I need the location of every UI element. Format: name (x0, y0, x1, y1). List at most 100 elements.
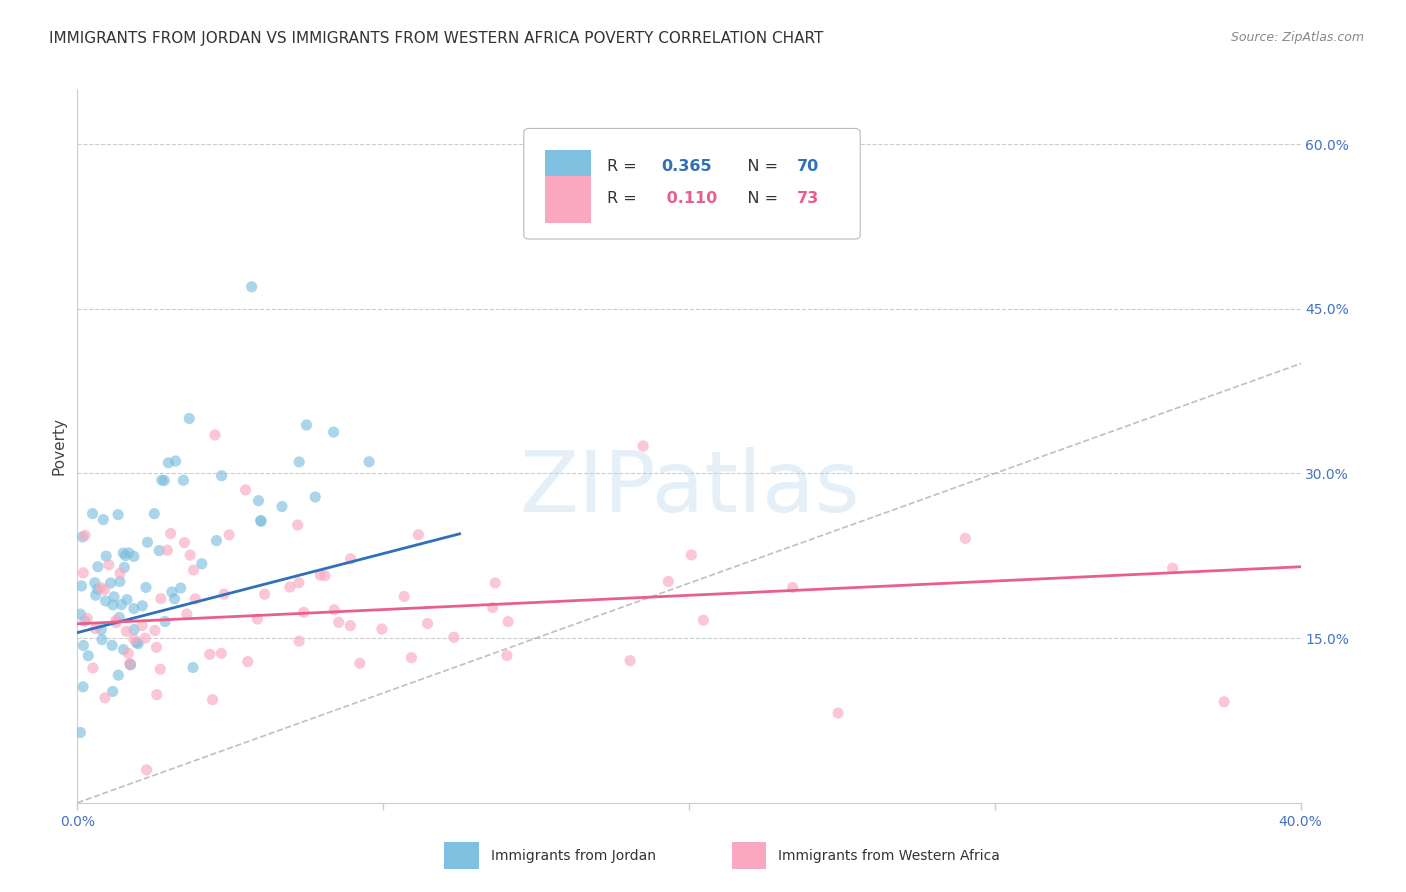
Point (134, 631, 156, 645)
Text: Immigrants from Jordan: Immigrants from Jordan (491, 848, 655, 863)
Point (72, 639, 94, 653)
Point (136, 535, 159, 549)
Point (143, 624, 166, 638)
Point (619, 654, 641, 668)
Point (249, 514, 271, 528)
Point (91, 632, 114, 647)
Point (135, 580, 157, 594)
FancyBboxPatch shape (544, 150, 591, 196)
Point (827, 706, 849, 720)
Point (179, 548, 201, 562)
Point (371, 622, 394, 636)
Point (304, 490, 326, 504)
Point (408, 528, 430, 542)
Text: Immigrants from Western Africa: Immigrants from Western Africa (779, 848, 1000, 863)
Point (84, 588, 107, 602)
Point (72, 530, 94, 544)
Point (122, 601, 145, 615)
Point (110, 598, 132, 612)
Text: ZIPatlas: ZIPatlas (519, 447, 859, 531)
Point (90, 623, 112, 637)
Point (1161, 561, 1184, 575)
Point (169, 581, 191, 595)
Point (108, 574, 131, 589)
Point (101, 684, 124, 698)
Point (131, 618, 153, 632)
Point (339, 552, 361, 566)
Point (122, 632, 145, 646)
Point (120, 657, 142, 672)
Point (108, 610, 131, 624)
Point (173, 535, 195, 549)
Point (250, 514, 273, 528)
Point (181, 660, 204, 674)
Point (235, 483, 257, 497)
Point (631, 439, 654, 453)
FancyBboxPatch shape (544, 177, 591, 223)
Point (70, 579, 93, 593)
Point (205, 533, 228, 548)
Point (72, 566, 94, 580)
Point (657, 574, 679, 589)
Point (91, 512, 114, 526)
Text: Source: ZipAtlas.com: Source: ZipAtlas.com (1230, 31, 1364, 45)
Point (149, 591, 172, 606)
Point (115, 592, 138, 607)
Point (288, 455, 311, 469)
Point (179, 411, 201, 425)
Text: 0.365: 0.365 (661, 159, 711, 174)
Point (97, 558, 120, 572)
Point (246, 612, 269, 626)
Point (150, 473, 173, 487)
Point (288, 634, 311, 648)
Point (77, 648, 100, 663)
Point (271, 500, 294, 514)
Point (198, 648, 221, 662)
Point (135, 763, 157, 777)
Point (87, 559, 110, 574)
Point (156, 543, 179, 558)
Point (93, 582, 115, 597)
Text: R =: R = (607, 159, 643, 174)
Point (86, 582, 108, 596)
Point (117, 647, 139, 661)
Point (125, 635, 148, 649)
Point (112, 642, 135, 657)
Point (145, 688, 167, 702)
Point (127, 637, 149, 651)
Point (184, 591, 207, 606)
Text: IMMIGRANTS FROM JORDAN VS IMMIGRANTS FROM WESTERN AFRICA POVERTY CORRELATION CHA: IMMIGRANTS FROM JORDAN VS IMMIGRANTS FRO… (49, 31, 824, 46)
Point (94, 690, 117, 705)
Point (82, 507, 104, 521)
Text: N =: N = (731, 191, 783, 206)
Point (209, 646, 232, 660)
Point (323, 603, 346, 617)
Point (392, 590, 415, 604)
Point (94, 549, 117, 563)
Point (204, 428, 226, 442)
Text: 0.110: 0.110 (661, 191, 717, 206)
Text: 73: 73 (797, 191, 818, 206)
Point (90, 581, 112, 595)
Point (240, 280, 263, 294)
Point (339, 618, 361, 632)
Point (94, 594, 117, 608)
Point (172, 473, 194, 487)
Point (103, 590, 125, 604)
Point (104, 614, 127, 628)
Point (73, 614, 96, 628)
FancyBboxPatch shape (731, 842, 766, 869)
Point (112, 546, 135, 560)
Point (359, 455, 381, 469)
Point (143, 507, 166, 521)
Point (211, 468, 233, 483)
Point (131, 599, 153, 613)
Point (163, 591, 186, 606)
Point (157, 456, 180, 470)
Point (443, 630, 465, 644)
FancyBboxPatch shape (444, 842, 478, 869)
Point (114, 549, 136, 563)
Point (145, 640, 167, 655)
Point (955, 532, 977, 546)
Point (288, 575, 311, 590)
